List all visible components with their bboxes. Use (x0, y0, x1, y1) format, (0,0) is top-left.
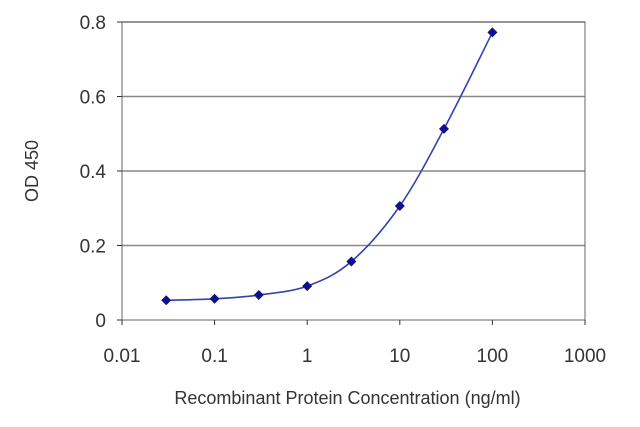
data-point-3 (302, 281, 313, 292)
ytick-label-2: 0.4 (80, 162, 107, 183)
data-point-0 (161, 295, 172, 306)
data-point-4 (346, 256, 357, 267)
data-point-1 (209, 293, 220, 304)
x-axis-ticks: 0.01 0.1 1 10 100 1000 (104, 320, 606, 367)
ytick-label-1: 0.2 (80, 237, 106, 258)
data-point-7 (487, 27, 498, 38)
grid-lines (122, 21, 585, 247)
data-point-6 (438, 123, 449, 134)
y-axis-ticks: 0 0.2 0.4 0.6 0.8 (80, 13, 122, 332)
xtick-label-1: 0.1 (201, 346, 227, 367)
ytick-label-0: 0 (95, 311, 106, 332)
xtick-label-2: 1 (302, 346, 313, 367)
data-point-5 (394, 201, 405, 212)
series-line (166, 32, 494, 302)
x-axis-title: Recombinant Protein Concentration (ng/ml… (174, 388, 520, 408)
xtick-label-0: 0.01 (104, 346, 141, 367)
xtick-label-4: 100 (477, 346, 509, 367)
data-point-2 (253, 290, 264, 301)
xtick-label-5: 1000 (564, 346, 606, 367)
ytick-label-4: 0.8 (80, 13, 106, 34)
data-markers (161, 27, 498, 306)
xtick-label-3: 10 (389, 346, 410, 367)
ytick-label-3: 0.6 (80, 88, 106, 109)
y-axis-title: OD 450 (22, 140, 42, 202)
